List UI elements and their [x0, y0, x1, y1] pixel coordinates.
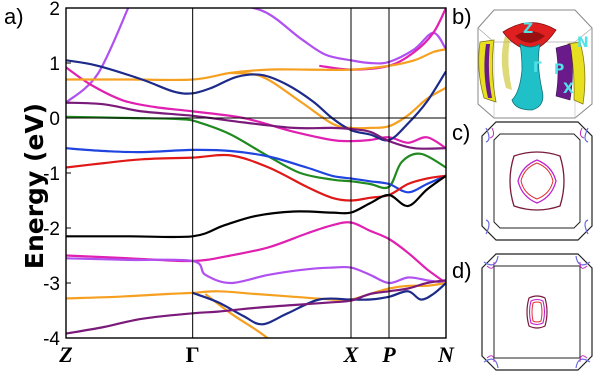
fermi-sheet-purple-right: [555, 43, 573, 101]
band-line-5: [66, 48, 446, 82]
band-line-6: [230, 71, 446, 130]
fermi-sheet-purple-left: [484, 44, 492, 98]
y-tick-label: 0: [49, 109, 60, 130]
fermi-pocket-inner: [528, 298, 546, 326]
band-lines: [66, 8, 446, 338]
band-line-8: [66, 101, 446, 150]
band-line-10: [66, 147, 446, 194]
y-tick-label: 1: [49, 54, 60, 75]
fermi-contour-panel-c: c): [452, 120, 593, 241]
y-tick-labels: 2 1 0 -1 -2 -3 -4: [43, 0, 71, 350]
band-line-15: [66, 281, 446, 302]
fermi-sheet-cyan: [511, 43, 544, 111]
y-tick-label: -3: [43, 274, 60, 295]
x-tick-label: X: [343, 342, 360, 367]
band-line-11: [66, 153, 446, 202]
x-tick-label: N: [437, 342, 455, 367]
band-line-9: [66, 115, 446, 190]
panel-label-d: d): [452, 258, 472, 283]
bz-label-p: P: [554, 62, 564, 78]
x-tick-label: Γ: [186, 342, 200, 367]
fermi-pocket-outer: [526, 295, 548, 329]
fermi-contour-panel-d: d): [452, 253, 593, 371]
fermi-surface-panel: b) Z Γ P N X: [452, 4, 593, 119]
panel-label-c: c): [452, 120, 470, 145]
band-line-7: [66, 59, 446, 142]
x-tick-label: Z: [58, 342, 72, 367]
bz-label-x: X: [563, 81, 574, 97]
fermi-contour-outer: [509, 151, 565, 211]
band-line-2: [66, 66, 446, 150]
band-line-18: [66, 279, 446, 335]
panel-label-a: a): [4, 4, 24, 29]
bz-label-z: Z: [523, 21, 533, 37]
bz-label-gamma: Γ: [533, 60, 542, 76]
bz-cross-section-d: [481, 253, 593, 371]
band-line-1: [247, 8, 446, 65]
band-line-0: [66, 8, 130, 104]
band-line-14: [66, 257, 446, 285]
y-axis-label: Energy (eV): [20, 103, 49, 269]
y-tick-label: 2: [49, 0, 60, 20]
symmetry-lines: [66, 8, 446, 338]
y-tick-label: -2: [43, 219, 60, 240]
y-tick-label: -1: [43, 164, 60, 185]
bz-cross-section-c: [481, 121, 593, 241]
panel-label-b: b): [452, 4, 472, 29]
brillouin-zone-3d: Z Γ P N X: [477, 9, 593, 119]
band-line-4: [319, 8, 446, 71]
plot-frame: [65, 7, 447, 339]
fermi-contour-inner: [517, 159, 557, 204]
x-tick-label: P: [381, 342, 396, 367]
bz-label-n: N: [577, 35, 589, 51]
y-tick-label: -4: [43, 329, 60, 350]
